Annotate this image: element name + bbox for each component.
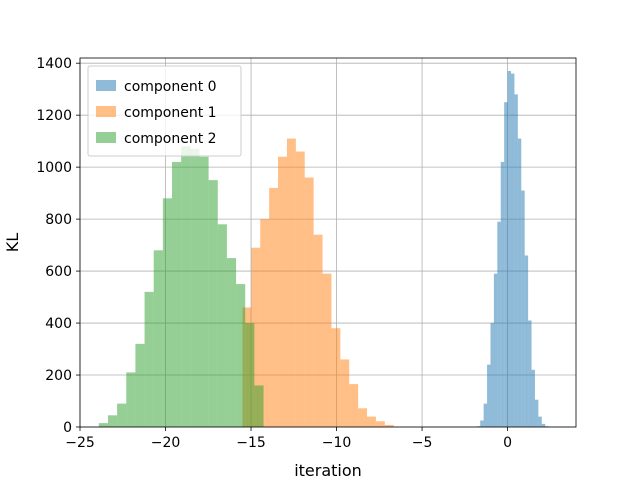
y-tick-label: 1400 xyxy=(36,56,72,72)
y-tick-label: 1200 xyxy=(36,108,72,124)
histogram-bar xyxy=(172,161,182,427)
histogram-bar xyxy=(107,415,118,427)
histogram-bar xyxy=(190,148,200,428)
y-tick-label: 0 xyxy=(63,420,72,436)
histogram-bar xyxy=(278,156,287,428)
x-tick-label: −20 xyxy=(151,435,181,451)
series-1-bars xyxy=(242,138,394,428)
legend-swatch xyxy=(96,132,116,143)
histogram-bar xyxy=(340,359,350,427)
histogram-bar xyxy=(480,420,484,427)
y-tick-label: 600 xyxy=(45,264,72,280)
histogram-bars xyxy=(98,70,549,428)
histogram-bar xyxy=(322,273,332,427)
histogram-bar xyxy=(493,273,498,427)
series-2-bars xyxy=(98,146,264,428)
y-tick-label: 800 xyxy=(45,212,72,228)
histogram-bar xyxy=(251,247,261,427)
histogram-bar xyxy=(500,161,505,427)
histogram-bar xyxy=(507,70,512,428)
series-0-bars xyxy=(476,70,549,428)
legend-swatch xyxy=(96,80,116,91)
histogram-bar xyxy=(126,372,136,427)
y-axis-ticks: 0 200 400 600 800 1000 1200 1400 xyxy=(36,56,80,436)
histogram-bar xyxy=(269,187,279,427)
histogram-bar xyxy=(497,221,501,427)
histogram-bar xyxy=(217,224,227,427)
y-tick-label: 400 xyxy=(45,316,72,332)
x-tick-label: −15 xyxy=(236,435,266,451)
histogram-bar xyxy=(384,424,394,427)
legend-label: component 0 xyxy=(124,79,217,95)
histogram-bar xyxy=(538,416,542,427)
histogram-bar xyxy=(236,284,246,427)
histogram-bar xyxy=(245,323,255,427)
histogram-bar xyxy=(226,258,237,427)
histogram-bar xyxy=(162,198,173,427)
plot-area-frame xyxy=(79,57,577,428)
histogram-bar xyxy=(181,146,191,427)
histogram-bar xyxy=(511,73,515,427)
y-tick-label: 1000 xyxy=(36,160,72,176)
histogram-bar xyxy=(153,250,163,427)
histogram-bar xyxy=(349,384,359,427)
x-tick-label: 0 xyxy=(503,435,512,451)
x-tick-label: −10 xyxy=(322,435,352,451)
histogram-bar xyxy=(117,403,127,427)
legend-swatch xyxy=(96,106,116,117)
histogram-bar xyxy=(504,102,508,427)
y-axis-label: KL xyxy=(3,233,22,252)
histogram-bar xyxy=(531,369,535,427)
histogram-bar xyxy=(358,408,367,427)
legend-label: component 1 xyxy=(124,105,217,121)
y-tick-label: 200 xyxy=(45,368,72,384)
histogram-bar xyxy=(528,320,532,427)
legend-box xyxy=(87,65,242,157)
histogram-bar xyxy=(521,190,525,427)
legend: component 0 component 1 component 2 xyxy=(87,65,242,157)
histogram-bar xyxy=(534,399,539,427)
histogram-bar xyxy=(490,323,494,427)
histogram-bar xyxy=(541,423,546,427)
x-tick-label: −5 xyxy=(412,435,433,451)
histogram-bar xyxy=(483,403,488,427)
histogram-bar xyxy=(98,423,108,427)
histogram-bar xyxy=(260,219,270,427)
histogram-bar xyxy=(517,138,522,427)
histogram-bar xyxy=(366,416,376,427)
histogram-bar xyxy=(304,177,314,427)
histogram-bar xyxy=(135,343,145,427)
histogram-bar xyxy=(375,421,385,427)
histogram-bar xyxy=(199,156,209,428)
histogram-bar xyxy=(208,180,218,427)
histogram-bar xyxy=(313,234,323,427)
x-axis-label: iteration xyxy=(294,461,362,480)
histogram-bar xyxy=(144,291,154,427)
histogram-bar xyxy=(295,151,305,427)
x-tick-label: −25 xyxy=(65,435,95,451)
histogram-bar xyxy=(254,385,264,427)
legend-label: component 2 xyxy=(124,131,217,147)
histogram-bar xyxy=(514,94,518,427)
histogram-bar xyxy=(331,328,341,427)
histogram-bar xyxy=(524,255,529,427)
histogram-bar xyxy=(487,364,491,427)
x-axis-ticks: −25 −20 −15 −10 −5 0 xyxy=(65,427,512,451)
histogram-bar xyxy=(286,138,296,427)
